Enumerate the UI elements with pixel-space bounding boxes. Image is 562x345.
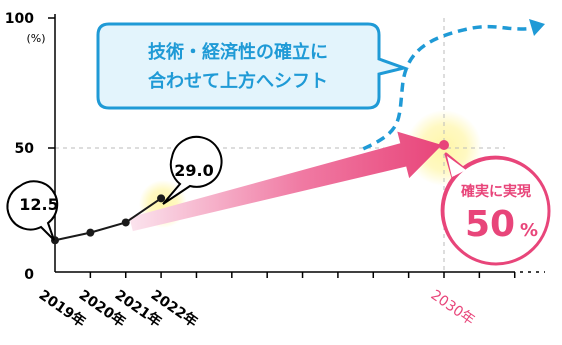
grid-guides <box>55 18 505 272</box>
callout-bubble: 技術・経済性の確立に 合わせて上方へシフト <box>96 22 410 110</box>
upward-trend-arrowhead <box>529 19 545 36</box>
target-point-2030 <box>439 140 449 150</box>
data-label-2022: 29.0 <box>162 135 223 205</box>
upward-trend-line <box>362 24 536 151</box>
x-axis <box>55 271 545 278</box>
y-axis-unit: (%) <box>26 32 45 45</box>
data-label-2019: 12.5 <box>6 180 59 241</box>
svg-text:12.5: 12.5 <box>19 195 58 214</box>
y-tick-label-50: 50 <box>15 141 35 157</box>
series-line <box>54 197 162 242</box>
target-label: 確実に実現 <box>461 183 531 200</box>
svg-text:29.0: 29.0 <box>174 161 213 180</box>
y-tick-label-100: 100 <box>5 11 34 27</box>
data-point-2020 <box>86 228 95 237</box>
target-badge: 確実に実現 50 % <box>440 152 551 266</box>
data-point-2022 <box>157 194 166 203</box>
data-point-2021 <box>121 218 130 227</box>
callout-line-1: 技術・経済性の確立に <box>148 41 328 63</box>
target-unit: % <box>520 220 538 241</box>
y-tick-label-0: 0 <box>24 267 34 283</box>
y-axis <box>48 14 56 272</box>
target-value: 50 <box>465 204 515 245</box>
x-tick-label-2030: 2030年 <box>428 287 478 329</box>
callout-line-2: 合わせて上方へシフト <box>148 70 328 92</box>
growth-arrow <box>129 131 443 232</box>
